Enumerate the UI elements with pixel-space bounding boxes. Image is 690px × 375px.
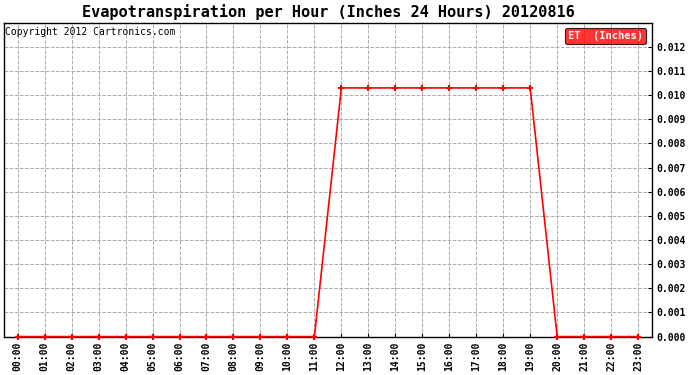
Title: Evapotranspiration per Hour (Inches 24 Hours) 20120816: Evapotranspiration per Hour (Inches 24 H… [81, 4, 574, 20]
Legend: ET  (Inches): ET (Inches) [565, 28, 647, 44]
Text: Copyright 2012 Cartronics.com: Copyright 2012 Cartronics.com [6, 27, 176, 38]
